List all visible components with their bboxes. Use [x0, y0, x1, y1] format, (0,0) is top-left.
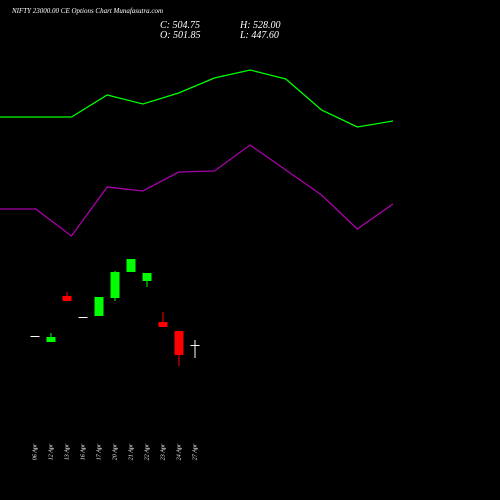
chart-title: NIFTY 23000.00 CE Options Chart Munafasu…: [11, 7, 163, 15]
indicator-line: [0, 69, 394, 128]
candle-body: [126, 259, 136, 272]
x-tick-label: 27 Apr: [192, 443, 198, 460]
x-tick-label: 20 Apr: [112, 443, 118, 460]
candle-body: [174, 331, 184, 355]
indicator-line: [0, 144, 394, 237]
x-tick-label: 24 Apr: [175, 443, 182, 460]
x-tick-label: 17 Apr: [96, 443, 102, 460]
x-tick-label: 23 Apr: [160, 443, 166, 460]
candle-body: [142, 273, 152, 281]
candle-body: [190, 345, 200, 346]
x-tick-label: 21 Apr: [128, 443, 134, 460]
x-tick-label: 06 Apr: [32, 443, 38, 460]
high-label: H: 528.00: [239, 20, 281, 31]
candle-body: [30, 336, 40, 337]
close-label: C: 504.75: [160, 20, 200, 31]
candle-body: [158, 322, 168, 327]
x-tick-label: 12 Apr: [48, 443, 54, 460]
candle-body: [78, 317, 88, 318]
x-tick-label: 22 Apr: [144, 443, 150, 460]
low-label: L: 447.60: [239, 30, 279, 41]
candle-body: [94, 297, 104, 316]
x-tick-label: 16 Apr: [80, 443, 86, 460]
candle-body: [46, 337, 56, 342]
open-label: O: 501.85: [160, 30, 201, 41]
candle-body: [110, 272, 120, 298]
x-tick-label: 13 Apr: [64, 443, 70, 460]
candle-body: [62, 296, 72, 301]
